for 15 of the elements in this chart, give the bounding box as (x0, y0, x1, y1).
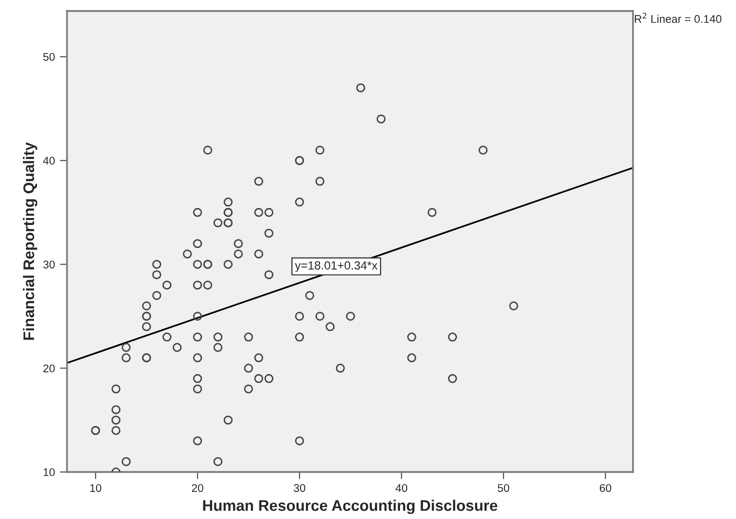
y-tick-label: 30 (43, 260, 55, 268)
x-axis-title: Human Resource Accounting Disclosure (203, 500, 498, 514)
x-tick-label: 60 (600, 484, 612, 492)
y-axis-title: Financial Reporting Quality (22, 142, 38, 340)
y-tick-label: 40 (43, 156, 55, 165)
x-tick-label: 20 (192, 484, 204, 492)
x-tick-label: 30 (294, 484, 306, 492)
y-tick-label: 20 (43, 364, 55, 372)
y-tick-label: 10 (44, 468, 55, 476)
x-tick-label: 50 (498, 484, 510, 492)
annotation: y=18.01+0.34*x (294, 261, 378, 272)
y-tick-label: 50 (43, 52, 55, 61)
x-tick-label: 40 (396, 484, 408, 492)
text: R$^{2}$ Linear = 0.140 (634, 12, 722, 23)
x-tick-label: 10 (90, 484, 102, 492)
